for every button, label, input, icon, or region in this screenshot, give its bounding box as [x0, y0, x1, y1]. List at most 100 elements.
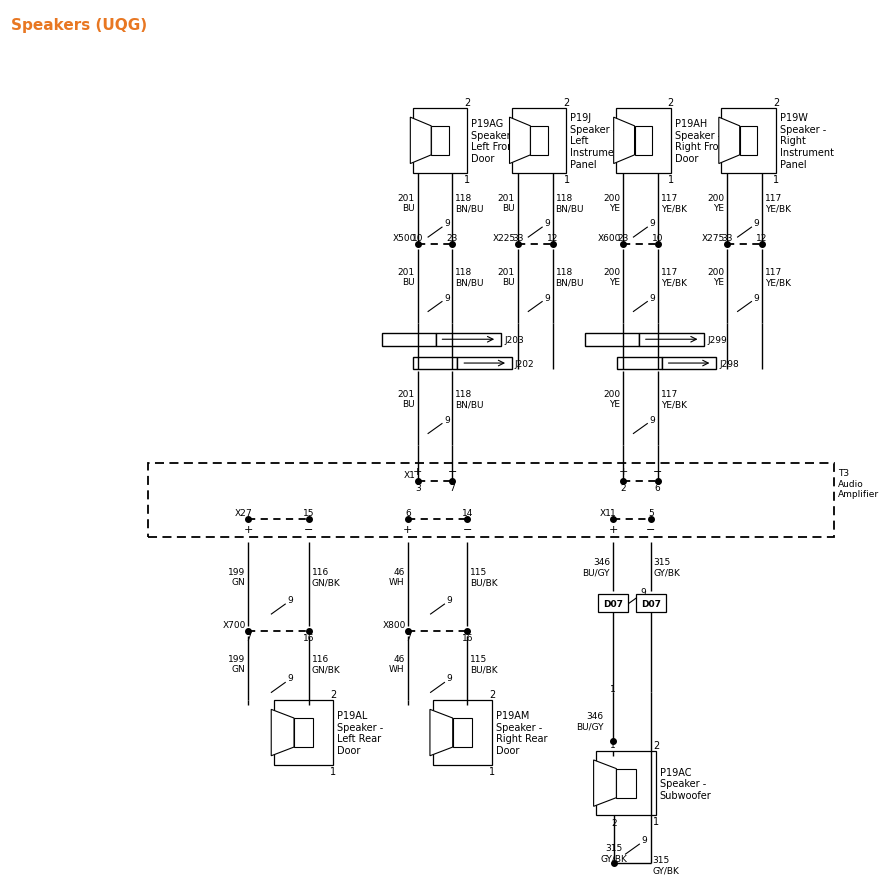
Text: 10: 10 — [412, 234, 424, 242]
Text: X600: X600 — [598, 234, 621, 242]
Text: 3: 3 — [415, 484, 421, 493]
Bar — [599, 594, 628, 612]
Text: 315
GY/BK: 315 GY/BK — [654, 557, 680, 577]
Text: 2: 2 — [668, 98, 674, 108]
Text: 199
GN: 199 GN — [228, 654, 245, 673]
Text: X2: X2 — [234, 508, 246, 517]
Text: P19AL
Speaker -
Left Rear
Door: P19AL Speaker - Left Rear Door — [337, 710, 384, 755]
Polygon shape — [718, 118, 740, 164]
Polygon shape — [510, 118, 530, 164]
Text: 33: 33 — [512, 234, 524, 242]
Text: 23: 23 — [617, 234, 629, 242]
Text: 1: 1 — [564, 175, 569, 184]
Text: 12: 12 — [547, 234, 559, 242]
Text: 315
GY/BK: 315 GY/BK — [653, 855, 679, 874]
Bar — [432, 701, 492, 765]
Text: 7: 7 — [405, 633, 410, 642]
Polygon shape — [410, 118, 432, 164]
Text: 115
BU/BK: 115 BU/BK — [471, 654, 498, 673]
Text: 9: 9 — [447, 673, 452, 683]
Text: 9: 9 — [649, 219, 655, 228]
Bar — [617, 357, 662, 370]
Text: +: + — [608, 524, 618, 534]
Text: P19W
Speaker -
Right
Instrument
Panel: P19W Speaker - Right Instrument Panel — [780, 113, 834, 169]
Text: J203: J203 — [504, 335, 524, 344]
Text: X500: X500 — [392, 234, 416, 242]
Text: J202: J202 — [515, 359, 535, 368]
Text: +: + — [618, 466, 628, 477]
Text: 199
GN: 199 GN — [228, 567, 245, 587]
Text: 201
BU: 201 BU — [398, 390, 415, 409]
Text: X275: X275 — [702, 234, 725, 242]
Polygon shape — [593, 760, 616, 806]
Bar — [721, 109, 776, 173]
Text: 1: 1 — [489, 766, 496, 776]
Text: 9: 9 — [444, 219, 449, 228]
Text: P19AG
Speaker -
Left Front
Door: P19AG Speaker - Left Front Door — [472, 119, 518, 163]
Text: X1: X1 — [404, 471, 416, 479]
Text: 14: 14 — [462, 508, 473, 517]
Text: 118
BN/BU: 118 BN/BU — [556, 193, 584, 212]
Text: 117
YE/BK: 117 YE/BK — [661, 390, 686, 409]
Text: 315
GY/BK: 315 GY/BK — [600, 843, 628, 862]
Bar — [616, 109, 670, 173]
Text: 33: 33 — [721, 234, 733, 242]
Text: 10: 10 — [652, 234, 663, 242]
Bar — [530, 126, 548, 155]
Text: 117
YE/BK: 117 YE/BK — [661, 268, 686, 287]
Text: 2: 2 — [620, 484, 626, 493]
Text: 200
YE: 200 YE — [603, 390, 620, 409]
Bar — [413, 109, 467, 173]
Text: 16: 16 — [303, 633, 314, 642]
Bar — [740, 126, 757, 155]
Bar — [432, 126, 448, 155]
Text: 2: 2 — [653, 740, 659, 750]
Bar — [148, 464, 835, 537]
Text: 1: 1 — [653, 817, 659, 826]
Text: 200
YE: 200 YE — [603, 268, 620, 287]
Text: 2: 2 — [464, 98, 471, 108]
Text: 1: 1 — [773, 175, 779, 184]
Text: 346
BU/GY: 346 BU/GY — [575, 712, 603, 731]
Text: 46
WH: 46 WH — [389, 654, 405, 673]
Text: 7: 7 — [245, 633, 251, 642]
Text: 9: 9 — [649, 293, 655, 302]
Text: 9: 9 — [641, 587, 646, 596]
Text: −: − — [463, 524, 472, 534]
Text: 15: 15 — [303, 508, 314, 517]
Text: −: − — [646, 524, 655, 534]
Text: 1: 1 — [610, 685, 616, 694]
Text: 1: 1 — [464, 175, 471, 184]
Text: P19AM
Speaker -
Right Rear
Door: P19AM Speaker - Right Rear Door — [496, 710, 548, 755]
Text: X800: X800 — [383, 620, 406, 630]
Text: 1: 1 — [668, 175, 674, 184]
Text: 9: 9 — [447, 595, 452, 604]
Text: J298: J298 — [719, 359, 739, 368]
Text: 1: 1 — [610, 740, 616, 749]
Bar — [638, 334, 704, 346]
Text: 1: 1 — [330, 766, 337, 776]
Polygon shape — [430, 709, 453, 756]
Text: 346
BU/GY: 346 BU/GY — [583, 557, 610, 577]
Polygon shape — [614, 118, 635, 164]
Text: +: + — [243, 524, 253, 534]
Text: 2: 2 — [330, 689, 337, 700]
Text: 201
BU: 201 BU — [498, 268, 515, 287]
Text: 6: 6 — [405, 508, 410, 517]
Text: 115
BU/BK: 115 BU/BK — [471, 567, 498, 587]
Text: J299: J299 — [708, 335, 727, 344]
Text: 200
YE: 200 YE — [603, 193, 620, 212]
Text: 201
BU: 201 BU — [498, 193, 515, 212]
Bar — [616, 769, 636, 798]
Text: 201
BU: 201 BU — [398, 193, 415, 212]
Text: 9: 9 — [444, 415, 449, 424]
Text: 118
BN/BU: 118 BN/BU — [556, 268, 584, 287]
Text: 7: 7 — [449, 484, 456, 493]
Bar — [636, 594, 666, 612]
Text: 200
YE: 200 YE — [707, 268, 725, 287]
Text: 12: 12 — [757, 234, 767, 242]
Text: −: − — [304, 524, 313, 534]
Bar — [662, 357, 717, 370]
Bar — [511, 109, 567, 173]
Text: 9: 9 — [287, 673, 293, 683]
